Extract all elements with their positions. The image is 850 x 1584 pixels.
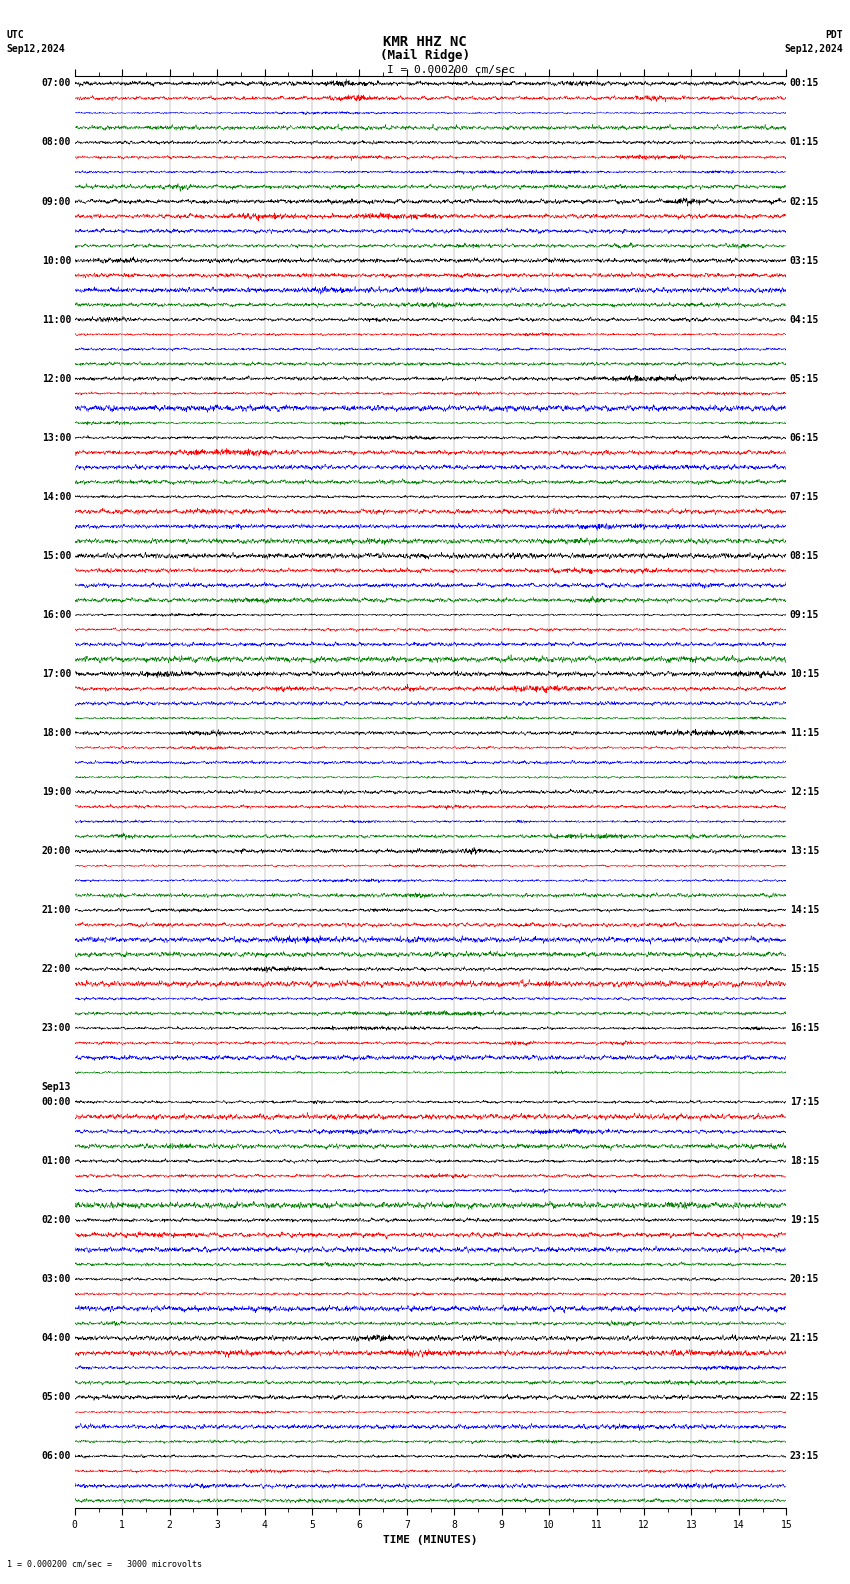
Text: 09:00: 09:00: [42, 196, 71, 206]
Text: 22:15: 22:15: [790, 1392, 819, 1402]
Text: 07:15: 07:15: [790, 491, 819, 502]
Text: 20:15: 20:15: [790, 1274, 819, 1285]
Text: 00:00: 00:00: [42, 1098, 71, 1107]
Text: 08:15: 08:15: [790, 551, 819, 561]
Text: Sep12,2024: Sep12,2024: [785, 44, 843, 54]
Text: 03:00: 03:00: [42, 1274, 71, 1285]
Text: 21:00: 21:00: [42, 904, 71, 916]
Text: Sep12,2024: Sep12,2024: [7, 44, 65, 54]
Text: 05:15: 05:15: [790, 374, 819, 383]
Text: 06:00: 06:00: [42, 1451, 71, 1462]
Text: 14:15: 14:15: [790, 904, 819, 916]
Text: 09:15: 09:15: [790, 610, 819, 619]
X-axis label: TIME (MINUTES): TIME (MINUTES): [383, 1535, 478, 1546]
Text: 19:15: 19:15: [790, 1215, 819, 1224]
Text: 12:15: 12:15: [790, 787, 819, 797]
Text: 12:00: 12:00: [42, 374, 71, 383]
Text: 17:00: 17:00: [42, 668, 71, 680]
Text: 21:15: 21:15: [790, 1334, 819, 1343]
Text: 18:00: 18:00: [42, 729, 71, 738]
Text: 1 = 0.000200 cm/sec =   3000 microvolts: 1 = 0.000200 cm/sec = 3000 microvolts: [7, 1559, 201, 1568]
Text: 13:15: 13:15: [790, 846, 819, 855]
Text: 01:15: 01:15: [790, 138, 819, 147]
Text: 20:00: 20:00: [42, 846, 71, 855]
Text: 06:15: 06:15: [790, 432, 819, 442]
Text: 04:00: 04:00: [42, 1334, 71, 1343]
Text: Sep13: Sep13: [42, 1082, 71, 1093]
Text: 07:00: 07:00: [42, 79, 71, 89]
Text: 18:15: 18:15: [790, 1156, 819, 1166]
Text: 14:00: 14:00: [42, 491, 71, 502]
Text: 04:15: 04:15: [790, 315, 819, 325]
Text: 16:00: 16:00: [42, 610, 71, 619]
Text: 08:00: 08:00: [42, 138, 71, 147]
Text: 15:15: 15:15: [790, 965, 819, 974]
Text: I = 0.000200 cm/sec: I = 0.000200 cm/sec: [387, 65, 515, 74]
Text: 23:15: 23:15: [790, 1451, 819, 1462]
Text: PDT: PDT: [825, 30, 843, 40]
Text: 03:15: 03:15: [790, 255, 819, 266]
Text: 13:00: 13:00: [42, 432, 71, 442]
Text: 15:00: 15:00: [42, 551, 71, 561]
Text: 16:15: 16:15: [790, 1023, 819, 1033]
Text: 11:15: 11:15: [790, 729, 819, 738]
Text: 23:00: 23:00: [42, 1023, 71, 1033]
Text: 00:15: 00:15: [790, 79, 819, 89]
Text: 02:00: 02:00: [42, 1215, 71, 1224]
Text: UTC: UTC: [7, 30, 25, 40]
Text: 02:15: 02:15: [790, 196, 819, 206]
Text: 01:00: 01:00: [42, 1156, 71, 1166]
Text: KMR HHZ NC: KMR HHZ NC: [383, 35, 467, 49]
Text: (Mail Ridge): (Mail Ridge): [380, 49, 470, 62]
Text: 17:15: 17:15: [790, 1098, 819, 1107]
Text: 11:00: 11:00: [42, 315, 71, 325]
Text: 22:00: 22:00: [42, 965, 71, 974]
Text: 05:00: 05:00: [42, 1392, 71, 1402]
Text: 19:00: 19:00: [42, 787, 71, 797]
Text: 10:00: 10:00: [42, 255, 71, 266]
Text: 10:15: 10:15: [790, 668, 819, 680]
